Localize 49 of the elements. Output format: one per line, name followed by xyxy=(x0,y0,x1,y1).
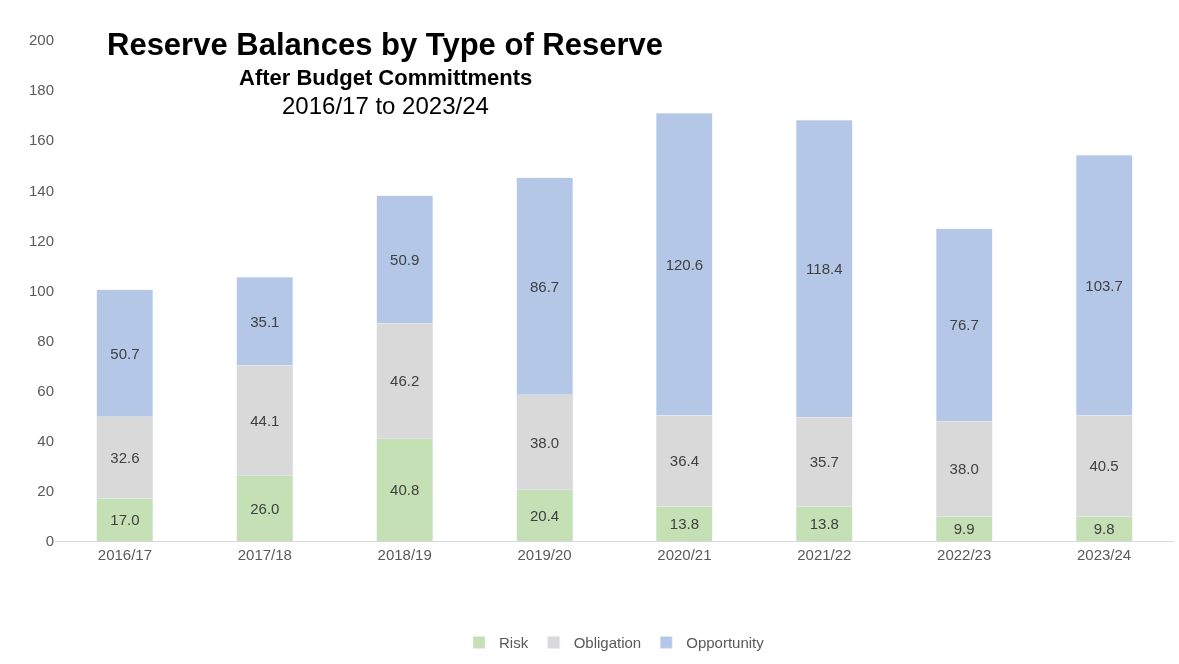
y-tick-label: 200 xyxy=(28,31,54,49)
data-label: 103.7 xyxy=(1085,276,1123,294)
chart-title: Reserve Balances by Type of Reserve xyxy=(107,27,664,62)
data-label: 9.9 xyxy=(953,520,975,538)
y-tick-label: 60 xyxy=(37,381,54,399)
data-label: 76.7 xyxy=(949,316,979,334)
data-label: 13.8 xyxy=(669,515,700,533)
data-label: 35.7 xyxy=(809,453,839,471)
y-tick-label: 140 xyxy=(28,181,54,199)
data-label: 38.0 xyxy=(949,460,979,478)
y-tick-label: 20 xyxy=(37,482,54,500)
x-tick-label: 2019/20 xyxy=(517,546,572,563)
data-label: 50.9 xyxy=(390,250,420,268)
y-tick-label: 120 xyxy=(28,231,54,249)
data-label: 120.6 xyxy=(665,255,704,273)
data-label: 17.0 xyxy=(110,511,140,529)
y-tick-label: 0 xyxy=(45,532,54,550)
annotation: 2016/17 to 2023/24 xyxy=(282,92,489,119)
data-label: 118.4 xyxy=(806,260,843,278)
y-tick-label: 160 xyxy=(28,131,54,149)
data-label: 40.5 xyxy=(1089,457,1119,475)
x-tick-label: 2020/21 xyxy=(657,546,712,563)
data-label: 35.1 xyxy=(250,312,280,330)
data-label: 13.8 xyxy=(809,515,839,533)
data-label: 32.6 xyxy=(110,449,140,467)
x-tick-label: 2022/23 xyxy=(937,546,992,563)
data-label: 40.8 xyxy=(390,481,420,499)
y-tick-label: 180 xyxy=(28,81,54,99)
legend-label: Obligation xyxy=(573,634,642,652)
x-tick-label: 2017/18 xyxy=(237,546,292,563)
data-label: 86.7 xyxy=(529,277,560,295)
data-label: 50.7 xyxy=(110,344,140,362)
data-label: 38.0 xyxy=(529,433,560,451)
x-tick-label: 2021/22 xyxy=(797,546,852,563)
y-tick-label: 100 xyxy=(28,281,54,299)
y-tick-label: 80 xyxy=(37,331,54,349)
legend-label: Risk xyxy=(499,634,529,652)
data-label: 46.2 xyxy=(390,372,420,390)
x-tick-label: 2023/24 xyxy=(1076,546,1132,563)
data-label: 44.1 xyxy=(250,412,280,430)
legend-label: Opportunity xyxy=(686,634,765,652)
text: After Budget Committments xyxy=(239,65,533,90)
data-label: 20.4 xyxy=(529,506,560,524)
x-tick-label: 2018/19 xyxy=(377,546,432,563)
data-label: 9.8 xyxy=(1093,520,1115,538)
data-label: 36.4 xyxy=(669,452,700,470)
y-tick-label: 40 xyxy=(37,432,54,450)
x-tick-label: 2016/17 xyxy=(97,546,153,563)
data-label: 26.0 xyxy=(250,499,280,517)
